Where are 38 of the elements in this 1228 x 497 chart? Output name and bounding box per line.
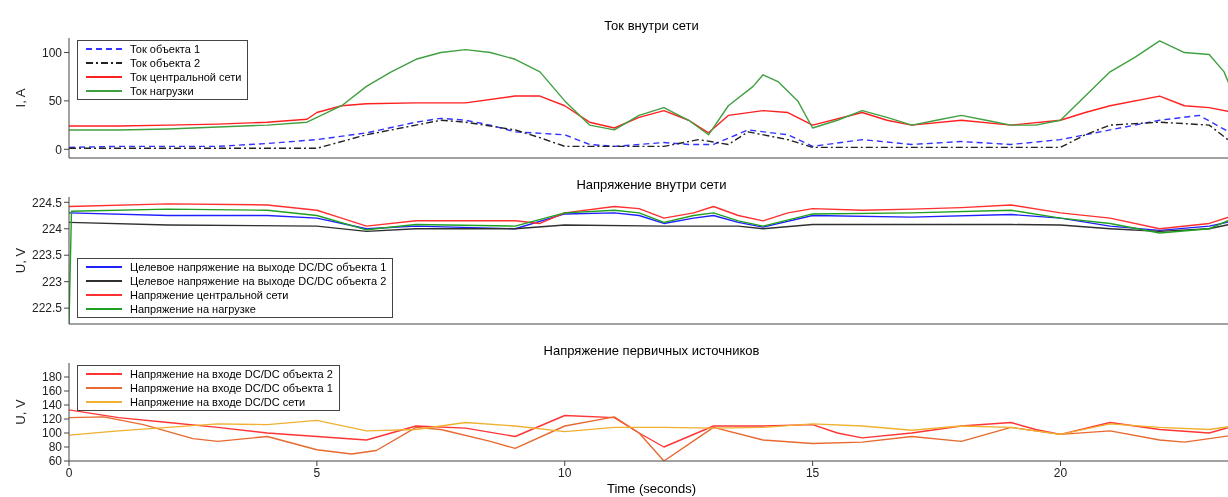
legend-label: Целевое напряжение на выходе DC/DC объекта 1 — [130, 260, 387, 274]
y-axis-title: I, A — [12, 88, 28, 108]
y-tick-label: 180 — [41, 370, 63, 385]
y-tick-label: 50 — [48, 94, 63, 109]
y-tick-label: 140 — [41, 398, 63, 413]
chart-title: Напряжение первичных источников — [542, 343, 761, 358]
legend-label: Напряжение на нагрузке — [130, 302, 256, 316]
legend-label: Напряжение на входе DC/DC сети — [130, 395, 306, 409]
legend-label: Ток центральной сети — [130, 70, 242, 84]
y-tick-label: 100 — [41, 45, 63, 60]
x-axis-title: Time (seconds) — [605, 481, 698, 496]
x-tick-label: 5 — [313, 465, 321, 480]
y-tick-label: 100 — [41, 426, 63, 441]
x-tick-label: 20 — [1053, 465, 1068, 480]
y-tick-label: 120 — [41, 412, 63, 427]
chart-title: Напряжение внутри сети — [575, 177, 728, 192]
legend-label: Напряжение на входе DC/DC объекта 1 — [130, 381, 333, 395]
x-tick-label: 15 — [805, 465, 820, 480]
y-tick-label: 223 — [41, 274, 63, 289]
y-tick-label: 0 — [55, 142, 63, 157]
y-tick-label: 224.5 — [31, 195, 63, 210]
y-tick-label: 80 — [48, 440, 63, 455]
legend-label: Целевое напряжение на выходе DC/DC объекта 2 — [130, 274, 387, 288]
y-tick-label: 224 — [41, 222, 63, 237]
chart-title: Ток внутри сети — [603, 18, 700, 33]
legend-label: Ток объекта 2 — [130, 56, 201, 70]
y-tick-label: 223.5 — [31, 248, 63, 263]
legend-label: Напряжение на входе DC/DC объекта 2 — [130, 367, 333, 381]
legend-label: Напряжение центральной сети — [130, 288, 289, 302]
y-axis-title: U, V — [12, 399, 28, 425]
legend-label: Ток объекта 1 — [130, 42, 201, 56]
y-tick-label: 160 — [41, 384, 63, 399]
y-tick-label: 222.5 — [31, 301, 63, 316]
y-axis-title: U, V — [12, 247, 28, 274]
x-tick-label: 10 — [558, 465, 572, 480]
legend-label: Ток нагрузки — [130, 84, 194, 98]
x-tick-label: 0 — [65, 465, 73, 480]
y-tick-label: 60 — [48, 454, 63, 469]
